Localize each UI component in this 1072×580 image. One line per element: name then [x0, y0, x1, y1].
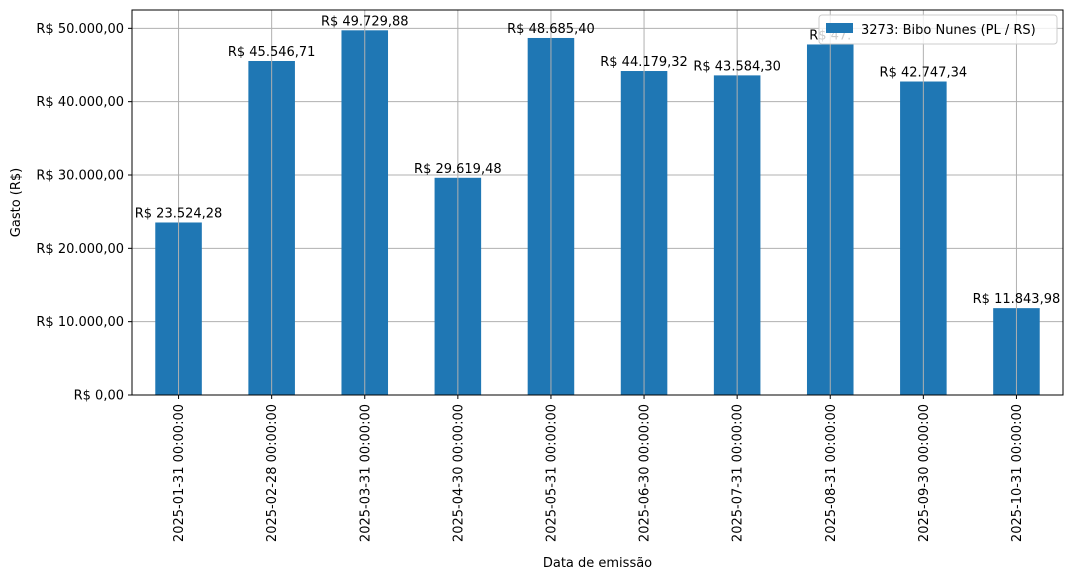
data-label: R$ 43.584,30	[693, 59, 781, 74]
legend-swatch	[826, 23, 853, 33]
y-axis-ticks: R$ 0,00 R$ 10.000,00 R$ 20.000,00 R$ 30.000…	[36, 22, 132, 404]
x-tick-label: 2025-10-31 00:00:00	[1010, 404, 1025, 542]
x-axis-label: Data de emissão	[543, 556, 652, 571]
y-tick-label: R$ 0,00	[74, 389, 124, 404]
y-tick-label: R$ 20.000,00	[36, 242, 124, 257]
x-tick-label: 2025-08-31 00:00:00	[824, 404, 839, 542]
x-tick-label: 2025-05-31 00:00:00	[544, 404, 559, 542]
data-label: R$ 42.747,34	[880, 66, 968, 81]
y-axis-label: Gasto (R$)	[9, 168, 24, 237]
x-tick-label: 2025-04-30 00:00:00	[451, 404, 466, 542]
x-tick-label: 2025-09-30 00:00:00	[917, 404, 932, 542]
data-label: R$ 29.619,48	[414, 162, 502, 177]
data-label: R$ 49.729,88	[321, 14, 409, 29]
y-tick-label: R$ 30.000,00	[36, 169, 124, 184]
y-tick-label: R$ 50.000,00	[36, 22, 124, 37]
data-labels: R$ 23.524,28 R$ 45.546,71 R$ 49.729,88 R$ 2…	[135, 14, 1061, 307]
data-label: R$ 48.685,40	[507, 22, 595, 37]
y-tick-label: R$ 10.000,00	[36, 315, 124, 330]
legend: 3273: Bibo Nunes (PL / RS)	[818, 14, 1058, 45]
x-tick-label: 2025-06-30 00:00:00	[638, 404, 653, 542]
data-label: R$ 44.179,32	[600, 55, 688, 70]
y-tick-label: R$ 40.000,00	[36, 95, 124, 110]
x-tick-label: 2025-02-28 00:00:00	[265, 404, 280, 542]
x-tick-label: 2025-03-31 00:00:00	[358, 404, 373, 542]
x-axis-ticks: 2025-01-31 00:00:00 2025-02-28 00:00:00 20…	[172, 395, 1025, 542]
vertical-grid-lines	[178, 10, 1017, 395]
bars	[155, 30, 1040, 396]
plot-area-frame	[131, 9, 1064, 396]
x-tick-label: 2025-07-31 00:00:00	[731, 404, 746, 542]
data-label: R$ 45.546,71	[228, 45, 316, 60]
data-label: R$ 23.524,28	[135, 206, 223, 221]
legend-box	[818, 14, 1058, 45]
legend-label: 3273: Bibo Nunes (PL / RS)	[861, 23, 1036, 38]
x-tick-label: 2025-01-31 00:00:00	[172, 404, 187, 542]
data-label: R$ 11.843,98	[973, 292, 1061, 307]
